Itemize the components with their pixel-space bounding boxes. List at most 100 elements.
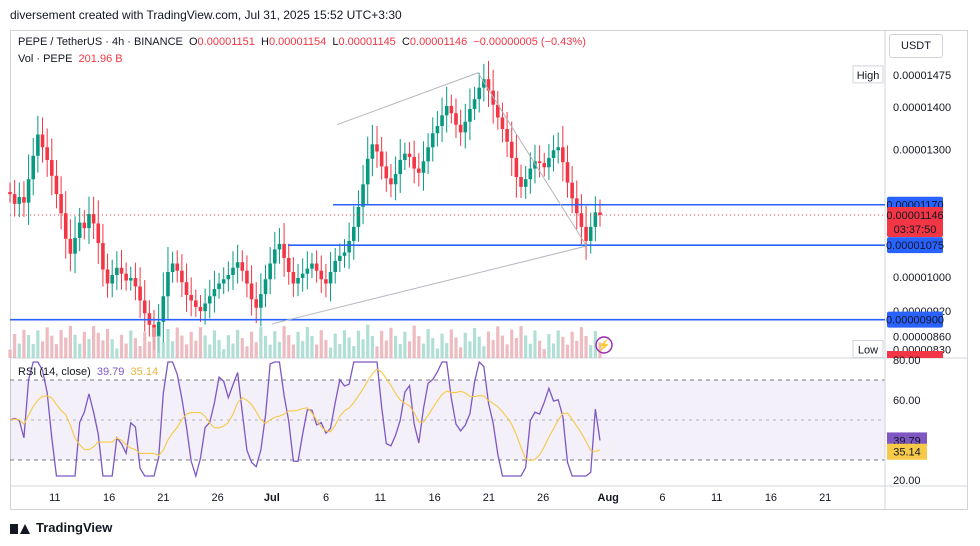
candle-body bbox=[570, 182, 574, 199]
volume-bar bbox=[505, 344, 509, 358]
candle-body bbox=[180, 270, 184, 283]
candle-body bbox=[477, 87, 482, 100]
x-tick-label: 6 bbox=[659, 492, 665, 504]
currency-button[interactable]: USDT bbox=[889, 34, 943, 58]
candle-body bbox=[440, 115, 444, 126]
candle-body bbox=[296, 277, 300, 284]
price-tag-value: 0.00001475 bbox=[893, 70, 951, 82]
candle-body bbox=[579, 213, 584, 227]
event-circle bbox=[595, 336, 613, 354]
candle-body bbox=[277, 243, 282, 250]
volume-bar bbox=[217, 339, 221, 358]
volume-bar bbox=[152, 327, 156, 358]
candle-body bbox=[300, 273, 305, 278]
candle-body bbox=[87, 214, 91, 229]
rsi-legend: RSI (14, close) 39.79 35.14 bbox=[18, 366, 158, 378]
volume-bars-group bbox=[8, 324, 602, 358]
volume-legend: Vol · PEPE 201.96 B bbox=[18, 53, 123, 65]
candle-body bbox=[342, 252, 347, 256]
volume-bar bbox=[26, 335, 31, 358]
open-value: 0.00001151 bbox=[197, 36, 255, 48]
candle-body bbox=[207, 296, 212, 304]
volume-bar bbox=[17, 343, 21, 358]
candle-body bbox=[495, 104, 500, 118]
volume-bar bbox=[347, 337, 351, 358]
candle-body bbox=[505, 128, 509, 142]
volume-bar bbox=[561, 336, 565, 358]
candle-body bbox=[598, 212, 602, 215]
candle-body bbox=[73, 237, 77, 254]
volume-bar bbox=[519, 325, 523, 358]
volume-bar bbox=[245, 346, 249, 358]
volume-bar bbox=[175, 327, 179, 358]
candle-body bbox=[96, 223, 101, 244]
candle-body bbox=[115, 267, 119, 275]
candle-body bbox=[542, 163, 547, 168]
volume-bar bbox=[115, 348, 119, 358]
rsi-axis-label: 20.00 bbox=[893, 475, 921, 487]
volume-bar bbox=[92, 326, 96, 358]
candle-body bbox=[226, 274, 231, 280]
candle-body bbox=[17, 197, 22, 204]
candle-body bbox=[375, 144, 379, 152]
volume-bar bbox=[254, 342, 258, 358]
price-tag-label: Low bbox=[858, 344, 878, 356]
volume-bar bbox=[370, 335, 374, 358]
candle-body bbox=[356, 206, 361, 227]
candle-body bbox=[333, 260, 337, 273]
volume-value: 201.96 B bbox=[78, 53, 123, 65]
volume-bar bbox=[143, 332, 147, 358]
volume-bar bbox=[212, 330, 217, 358]
volume-label[interactable]: Vol · PEPE bbox=[18, 53, 73, 65]
volume-bar bbox=[486, 331, 491, 358]
volume-bar bbox=[291, 344, 295, 358]
volume-bar bbox=[431, 338, 435, 358]
candle-body bbox=[221, 279, 226, 284]
candle-body bbox=[263, 279, 268, 295]
x-tick-label: 16 bbox=[765, 492, 777, 504]
chart-frame[interactable] bbox=[10, 30, 968, 510]
candle-body bbox=[119, 267, 124, 274]
volume-bar bbox=[477, 336, 481, 358]
chart-caption: diversement created with TradingView.com… bbox=[10, 8, 402, 22]
tradingview-footer[interactable]: TradingView bbox=[10, 520, 112, 535]
candle-body bbox=[77, 222, 82, 238]
rsi-legend-value: 39.79 bbox=[96, 366, 125, 378]
volume-bar bbox=[263, 335, 268, 358]
x-tick-label: 11 bbox=[49, 492, 60, 504]
price-axis-label: 0.00000860 bbox=[893, 332, 951, 344]
candle-body bbox=[273, 249, 277, 264]
volume-bar bbox=[105, 329, 110, 358]
symbol-name[interactable]: PEPE / TetherUS · 4h · BINANCE bbox=[18, 36, 183, 48]
candle-body bbox=[12, 194, 17, 204]
price-tag-value: 0.00001146 bbox=[886, 210, 943, 222]
candle-body bbox=[430, 133, 435, 148]
volume-bar bbox=[533, 330, 537, 358]
volume-bar bbox=[468, 341, 472, 358]
volume-bar bbox=[361, 339, 365, 358]
candle-body bbox=[389, 178, 393, 185]
candle-body bbox=[68, 238, 73, 254]
candle-body bbox=[40, 134, 45, 148]
candle-body bbox=[63, 213, 68, 239]
price-tag-value: 0.00001075 bbox=[886, 240, 944, 252]
price-tag-label: High bbox=[857, 70, 880, 82]
candle-body bbox=[444, 105, 449, 116]
price-axis-label: 0.00001300 bbox=[893, 144, 951, 156]
candle-body bbox=[338, 255, 342, 261]
x-tick-label: 21 bbox=[819, 492, 831, 504]
candle-body bbox=[166, 272, 170, 297]
volume-bar bbox=[463, 332, 467, 358]
rsi-label[interactable]: RSI (14, close) bbox=[18, 366, 91, 378]
candle-body bbox=[347, 240, 351, 253]
volume-bar bbox=[22, 329, 26, 358]
volume-bar bbox=[222, 349, 226, 358]
volume-bar bbox=[189, 331, 193, 358]
volume-bar bbox=[547, 334, 551, 358]
high-value: 0.00001154 bbox=[268, 36, 327, 48]
volume-bar bbox=[87, 339, 91, 358]
volume-bar bbox=[510, 329, 514, 358]
volume-bar bbox=[8, 349, 12, 358]
volume-bar bbox=[184, 344, 189, 358]
